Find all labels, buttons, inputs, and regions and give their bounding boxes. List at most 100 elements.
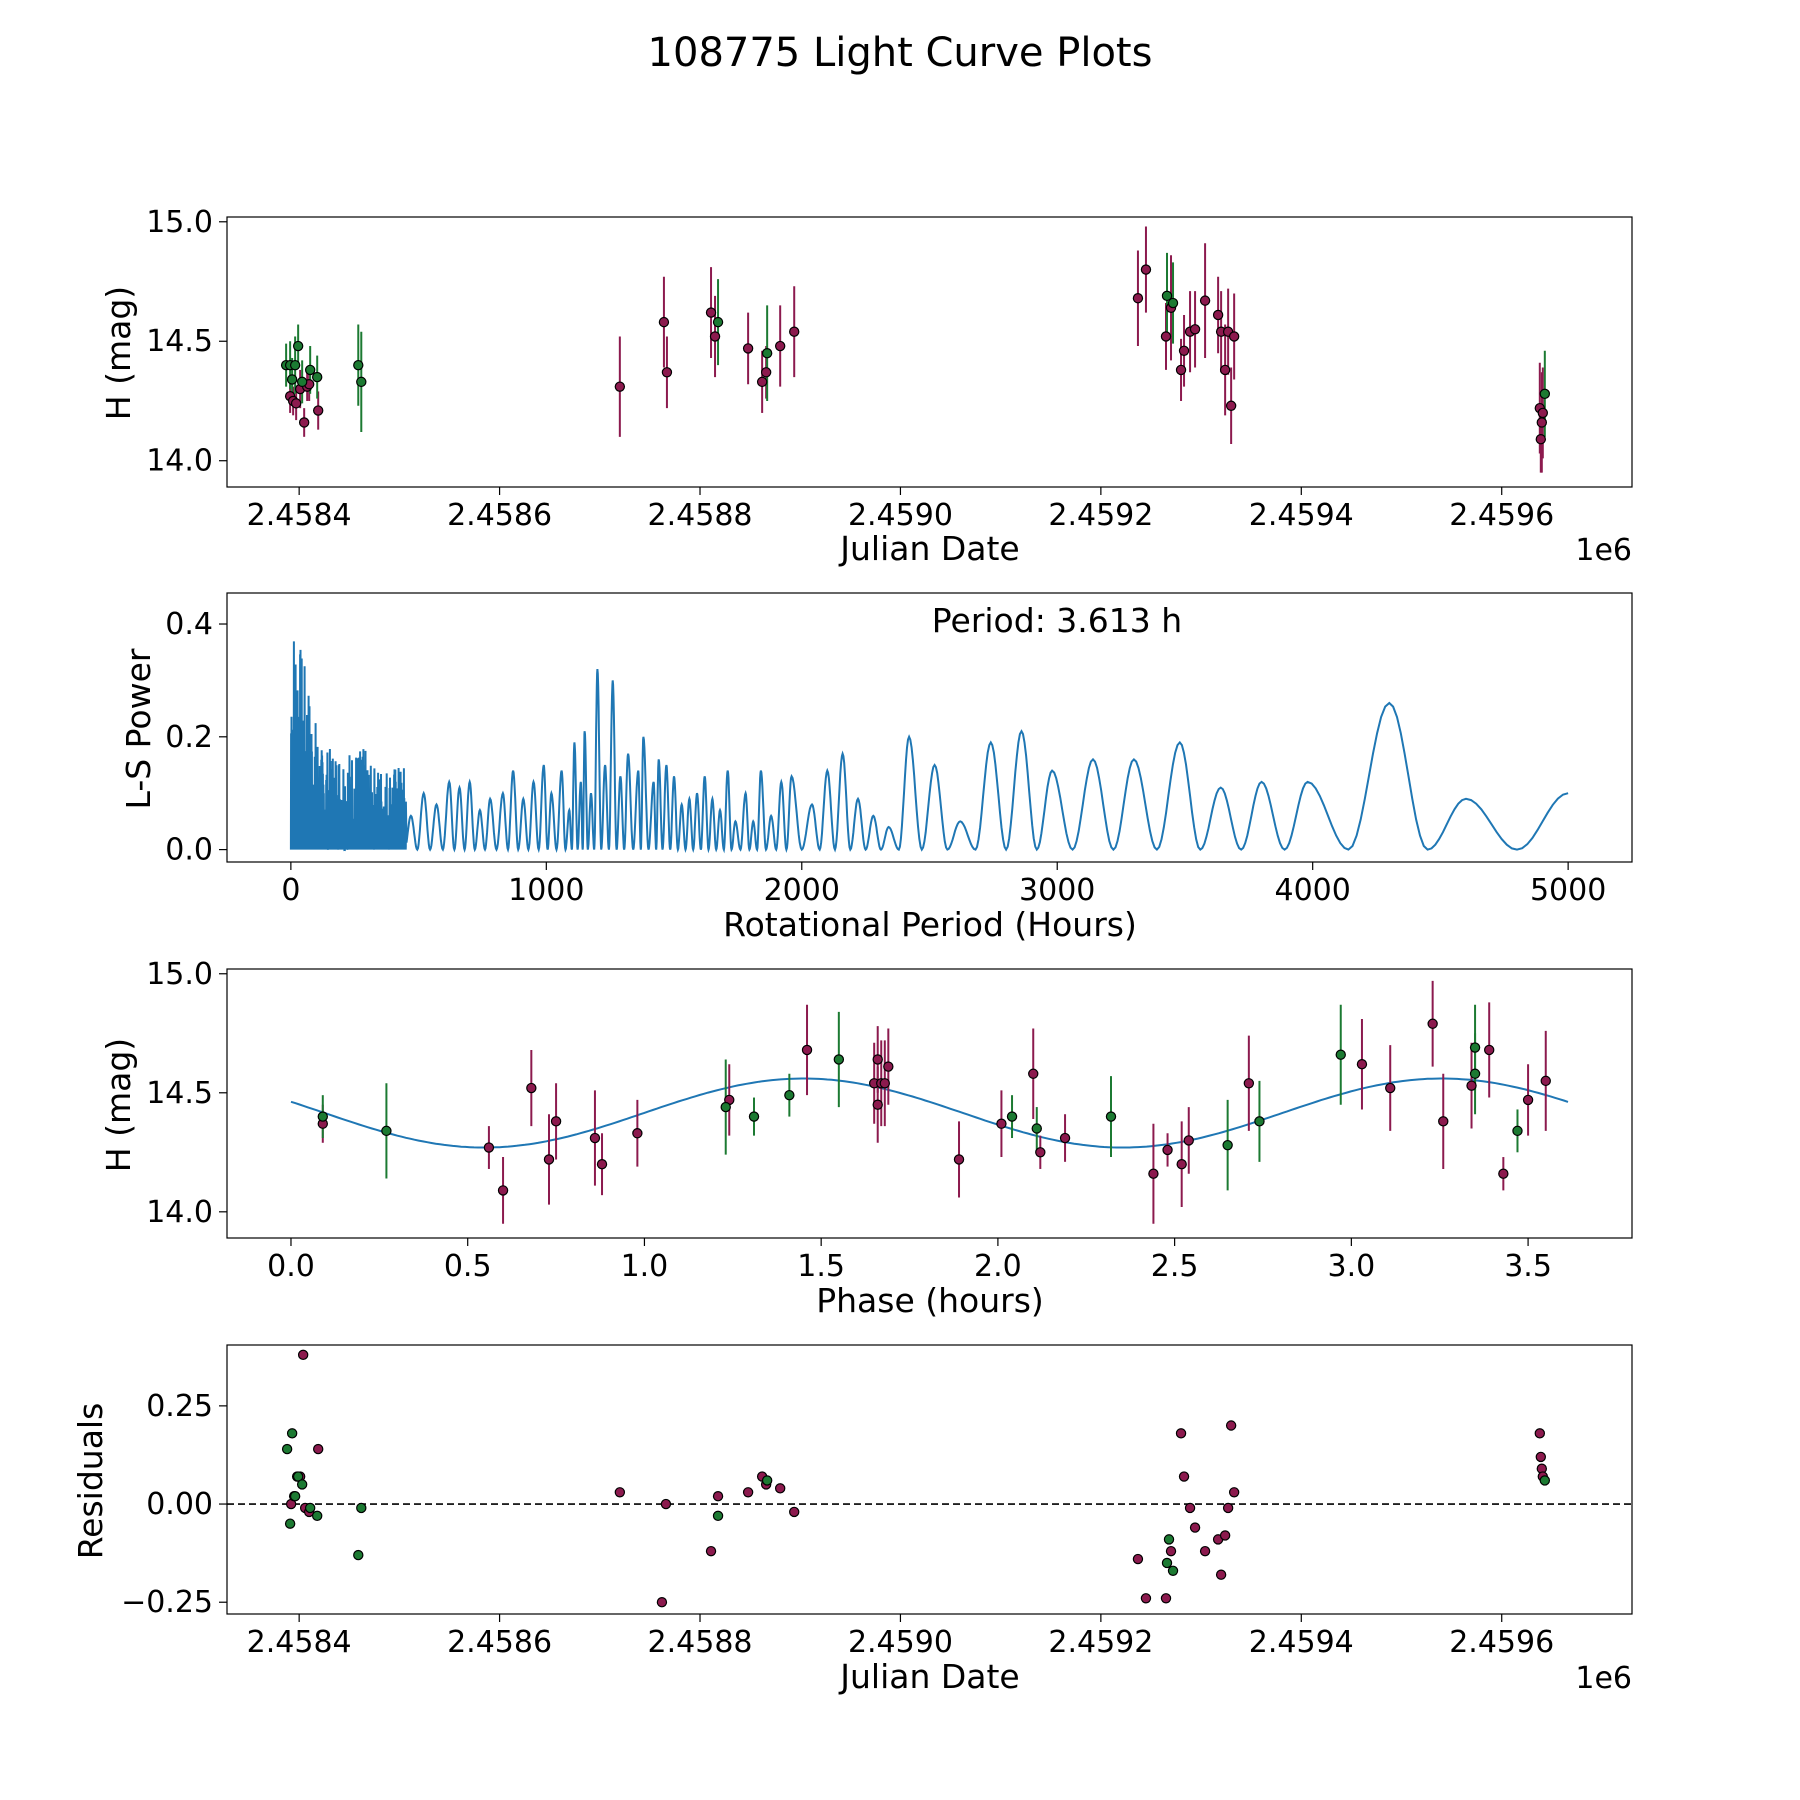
data-point (660, 1498, 672, 1510)
data-point (1161, 1557, 1173, 1569)
data-point (1536, 417, 1548, 428)
data-point (381, 1125, 392, 1137)
p4-ylabel: Residuals (71, 1403, 110, 1560)
data-point (1035, 1147, 1046, 1158)
data-point (756, 376, 768, 388)
data-point (1427, 1018, 1438, 1029)
data-point (1534, 1428, 1546, 1439)
data-point (304, 1502, 316, 1514)
data-point (1189, 324, 1201, 335)
x-tick-label: 3.0 (1327, 1249, 1375, 1284)
data-point (614, 381, 626, 392)
p3-plot-frame (226, 968, 1633, 1239)
data-point (1176, 1159, 1187, 1170)
data-point (1219, 1530, 1231, 1541)
data-point (290, 398, 302, 409)
x-tick-label: 2.4592 (1048, 1625, 1153, 1660)
data-point (1498, 1168, 1509, 1179)
data-point (1165, 1545, 1177, 1557)
data-point (1059, 1132, 1071, 1144)
data-point (1028, 1068, 1039, 1079)
data-point (1484, 1044, 1495, 1056)
data-point (761, 1475, 773, 1486)
data-point (1215, 1569, 1227, 1580)
data-point (705, 307, 717, 318)
data-point (1469, 1042, 1481, 1053)
data-point (292, 340, 304, 352)
data-point (304, 364, 316, 376)
residuals-panel: Julian Date Residuals 1e6 2.4584 2.4586 2.… (71, 1344, 1633, 1696)
data-point (296, 1479, 308, 1490)
data-point (1178, 1471, 1190, 1482)
data-point (784, 1089, 795, 1101)
data-point (1537, 407, 1549, 419)
data-point (742, 343, 754, 354)
p2-plot-frame (226, 592, 1633, 863)
data-point (1132, 1553, 1144, 1565)
figure-title: 108775 Light Curve Plots (648, 30, 1153, 76)
periodogram-panel: Rotational Period (Hours) L-S Power Peri… (119, 592, 1633, 944)
data-point (1512, 1125, 1523, 1137)
x-tick-label: 2.4594 (1249, 1625, 1354, 1660)
data-point (1539, 388, 1551, 400)
data-point (720, 1101, 731, 1113)
data-point (497, 1185, 509, 1196)
data-point (705, 1545, 717, 1557)
data-point (311, 371, 323, 383)
data-point (1225, 400, 1237, 411)
data-point (1228, 331, 1240, 342)
data-point (833, 1054, 845, 1065)
y-tick-label: 0.25 (146, 1389, 213, 1424)
x-tick-label: 2.4588 (648, 1625, 753, 1660)
x-tick-label: 2000 (764, 873, 840, 908)
p4-data-points (281, 1349, 1551, 1608)
data-point (1225, 1420, 1237, 1431)
light-curve-panel: Julian Date H (mag) 1e6 2.4584 2.4586 2.45… (99, 205, 1633, 568)
p1-data-points (280, 226, 1551, 473)
data-point (356, 1502, 367, 1514)
data-point (614, 1487, 626, 1498)
y-tick-label: 0.4 (165, 607, 213, 642)
x-tick-label: 2.4596 (1449, 498, 1554, 533)
data-point (656, 1597, 668, 1608)
data-point (589, 1132, 601, 1144)
data-point (879, 1078, 890, 1089)
y-tick-label: 0.00 (146, 1487, 213, 1522)
x-tick-label: 5000 (1530, 873, 1606, 908)
data-point (1199, 295, 1211, 306)
data-point (297, 1349, 309, 1361)
x-tick-label: 2.4594 (1249, 498, 1354, 533)
data-point (661, 367, 673, 378)
y-tick-label: 0.2 (165, 720, 213, 755)
data-point (298, 417, 310, 428)
data-point (1140, 264, 1152, 275)
data-point (1184, 1502, 1196, 1514)
data-point (1163, 1534, 1175, 1545)
y-tick-label: 14.5 (146, 324, 213, 359)
data-point (284, 1518, 296, 1529)
data-point (1222, 1139, 1233, 1151)
data-point (289, 1490, 301, 1502)
data-point (774, 1483, 786, 1494)
data-point (1175, 1428, 1187, 1439)
p4-xlabel: Julian Date (838, 1657, 1020, 1696)
data-point (709, 331, 721, 342)
y-tick-label: 0.0 (165, 833, 213, 868)
data-point (658, 316, 670, 328)
data-point (483, 1142, 495, 1153)
p2-xlabel: Rotational Period (Hours) (723, 905, 1137, 944)
data-point (761, 347, 773, 359)
p3-data-points (317, 980, 1551, 1224)
data-point (1140, 1593, 1152, 1604)
x-tick-label: 2.0 (974, 1249, 1022, 1284)
x-tick-label: 2.4586 (447, 498, 552, 533)
data-point (596, 1159, 608, 1170)
data-point (289, 359, 301, 371)
p2-period-annotation: Period: 3.613 h (932, 601, 1182, 640)
data-point (353, 359, 364, 371)
x-tick-label: 4000 (1275, 873, 1351, 908)
x-tick-label: 2.4592 (1048, 498, 1153, 533)
x-tick-label: 0 (281, 873, 300, 908)
